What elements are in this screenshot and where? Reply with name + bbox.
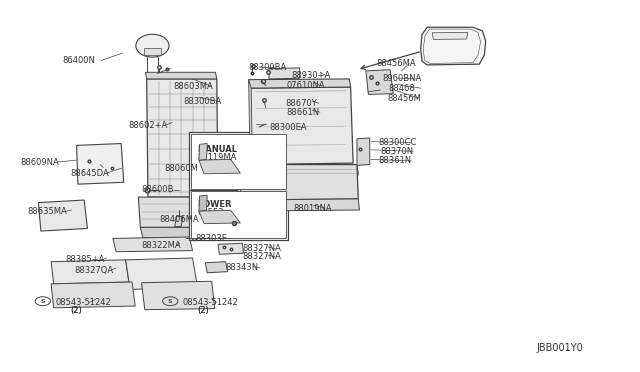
Text: 89119MA: 89119MA <box>198 153 237 162</box>
Polygon shape <box>175 216 183 227</box>
Polygon shape <box>38 200 88 231</box>
Text: 88661N: 88661N <box>286 108 319 117</box>
Text: 88300BA: 88300BA <box>248 63 287 72</box>
Text: 88327NA: 88327NA <box>243 252 281 262</box>
Text: 08543-51242: 08543-51242 <box>183 298 239 307</box>
Polygon shape <box>237 164 241 210</box>
Bar <box>433 48 446 54</box>
Text: S: S <box>40 299 45 304</box>
Text: (2): (2) <box>198 306 209 315</box>
Text: 88930+A: 88930+A <box>291 71 331 80</box>
Text: 07610NA: 07610NA <box>287 81 326 90</box>
Bar <box>454 48 467 54</box>
Polygon shape <box>77 144 124 184</box>
Text: 88468: 88468 <box>389 84 415 93</box>
Text: S: S <box>168 299 173 304</box>
Text: 88327QA: 88327QA <box>75 266 114 275</box>
Bar <box>191 134 286 189</box>
Polygon shape <box>218 243 244 254</box>
Text: 88670Y: 88670Y <box>285 99 317 108</box>
Polygon shape <box>140 227 236 238</box>
Text: 88300EA: 88300EA <box>269 123 307 132</box>
Polygon shape <box>432 32 468 39</box>
Text: 88602+A: 88602+A <box>129 121 168 129</box>
Polygon shape <box>357 138 370 165</box>
Bar <box>432 55 470 61</box>
Polygon shape <box>138 197 232 227</box>
Polygon shape <box>248 80 252 164</box>
Text: 88060M: 88060M <box>164 164 198 173</box>
Bar <box>191 191 286 238</box>
Text: 88361N: 88361N <box>379 156 412 166</box>
Text: 88300CC: 88300CC <box>379 138 417 147</box>
Polygon shape <box>113 237 193 252</box>
Polygon shape <box>269 68 300 79</box>
Text: 08543-51242: 08543-51242 <box>56 298 111 307</box>
Polygon shape <box>239 199 360 211</box>
Polygon shape <box>145 72 217 79</box>
Text: 88303E: 88303E <box>196 234 228 243</box>
Text: 88603MA: 88603MA <box>173 82 213 91</box>
Text: 88343N: 88343N <box>226 263 259 272</box>
Text: 88456M: 88456M <box>387 94 420 103</box>
Polygon shape <box>147 79 218 197</box>
Bar <box>144 48 161 55</box>
Polygon shape <box>420 27 486 65</box>
Text: (2): (2) <box>198 306 209 315</box>
Text: 88385+A: 88385+A <box>65 255 104 264</box>
Text: 88300BA: 88300BA <box>183 97 221 106</box>
Text: 88370N: 88370N <box>381 147 413 156</box>
Polygon shape <box>248 79 351 88</box>
Text: (2): (2) <box>70 306 82 315</box>
Bar <box>433 41 446 46</box>
Polygon shape <box>125 258 198 289</box>
Bar <box>454 41 467 46</box>
Polygon shape <box>199 144 207 160</box>
Text: 88609NA: 88609NA <box>20 157 60 167</box>
Text: 88645DA: 88645DA <box>70 169 109 177</box>
Polygon shape <box>205 262 228 273</box>
Polygon shape <box>237 164 358 200</box>
Text: 88327NA: 88327NA <box>243 244 281 253</box>
Polygon shape <box>199 160 241 174</box>
Polygon shape <box>366 70 394 94</box>
Polygon shape <box>237 164 358 175</box>
Polygon shape <box>199 195 207 211</box>
Text: 88406MA: 88406MA <box>159 215 199 224</box>
Polygon shape <box>250 87 353 164</box>
Text: 88635MA: 88635MA <box>27 207 67 217</box>
Text: 8960BNA: 8960BNA <box>383 74 422 83</box>
Text: 88600B: 88600B <box>141 185 174 194</box>
Text: POWER: POWER <box>198 200 232 209</box>
Text: 88456MA: 88456MA <box>376 59 416 68</box>
Text: JBB001Y0: JBB001Y0 <box>537 343 584 353</box>
Text: 88322MA: 88322MA <box>141 241 181 250</box>
Text: 88019NA: 88019NA <box>293 203 332 213</box>
Polygon shape <box>199 211 241 224</box>
Text: MANUAL: MANUAL <box>198 145 237 154</box>
Text: 88553: 88553 <box>198 208 224 217</box>
Text: (2): (2) <box>70 306 82 315</box>
Text: 86400N: 86400N <box>62 56 95 65</box>
Polygon shape <box>141 281 215 310</box>
Polygon shape <box>51 260 129 284</box>
Bar <box>189 132 288 240</box>
Polygon shape <box>51 282 135 308</box>
Ellipse shape <box>136 34 169 57</box>
